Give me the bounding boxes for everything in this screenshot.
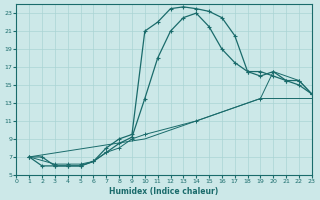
X-axis label: Humidex (Indice chaleur): Humidex (Indice chaleur) (109, 187, 219, 196)
